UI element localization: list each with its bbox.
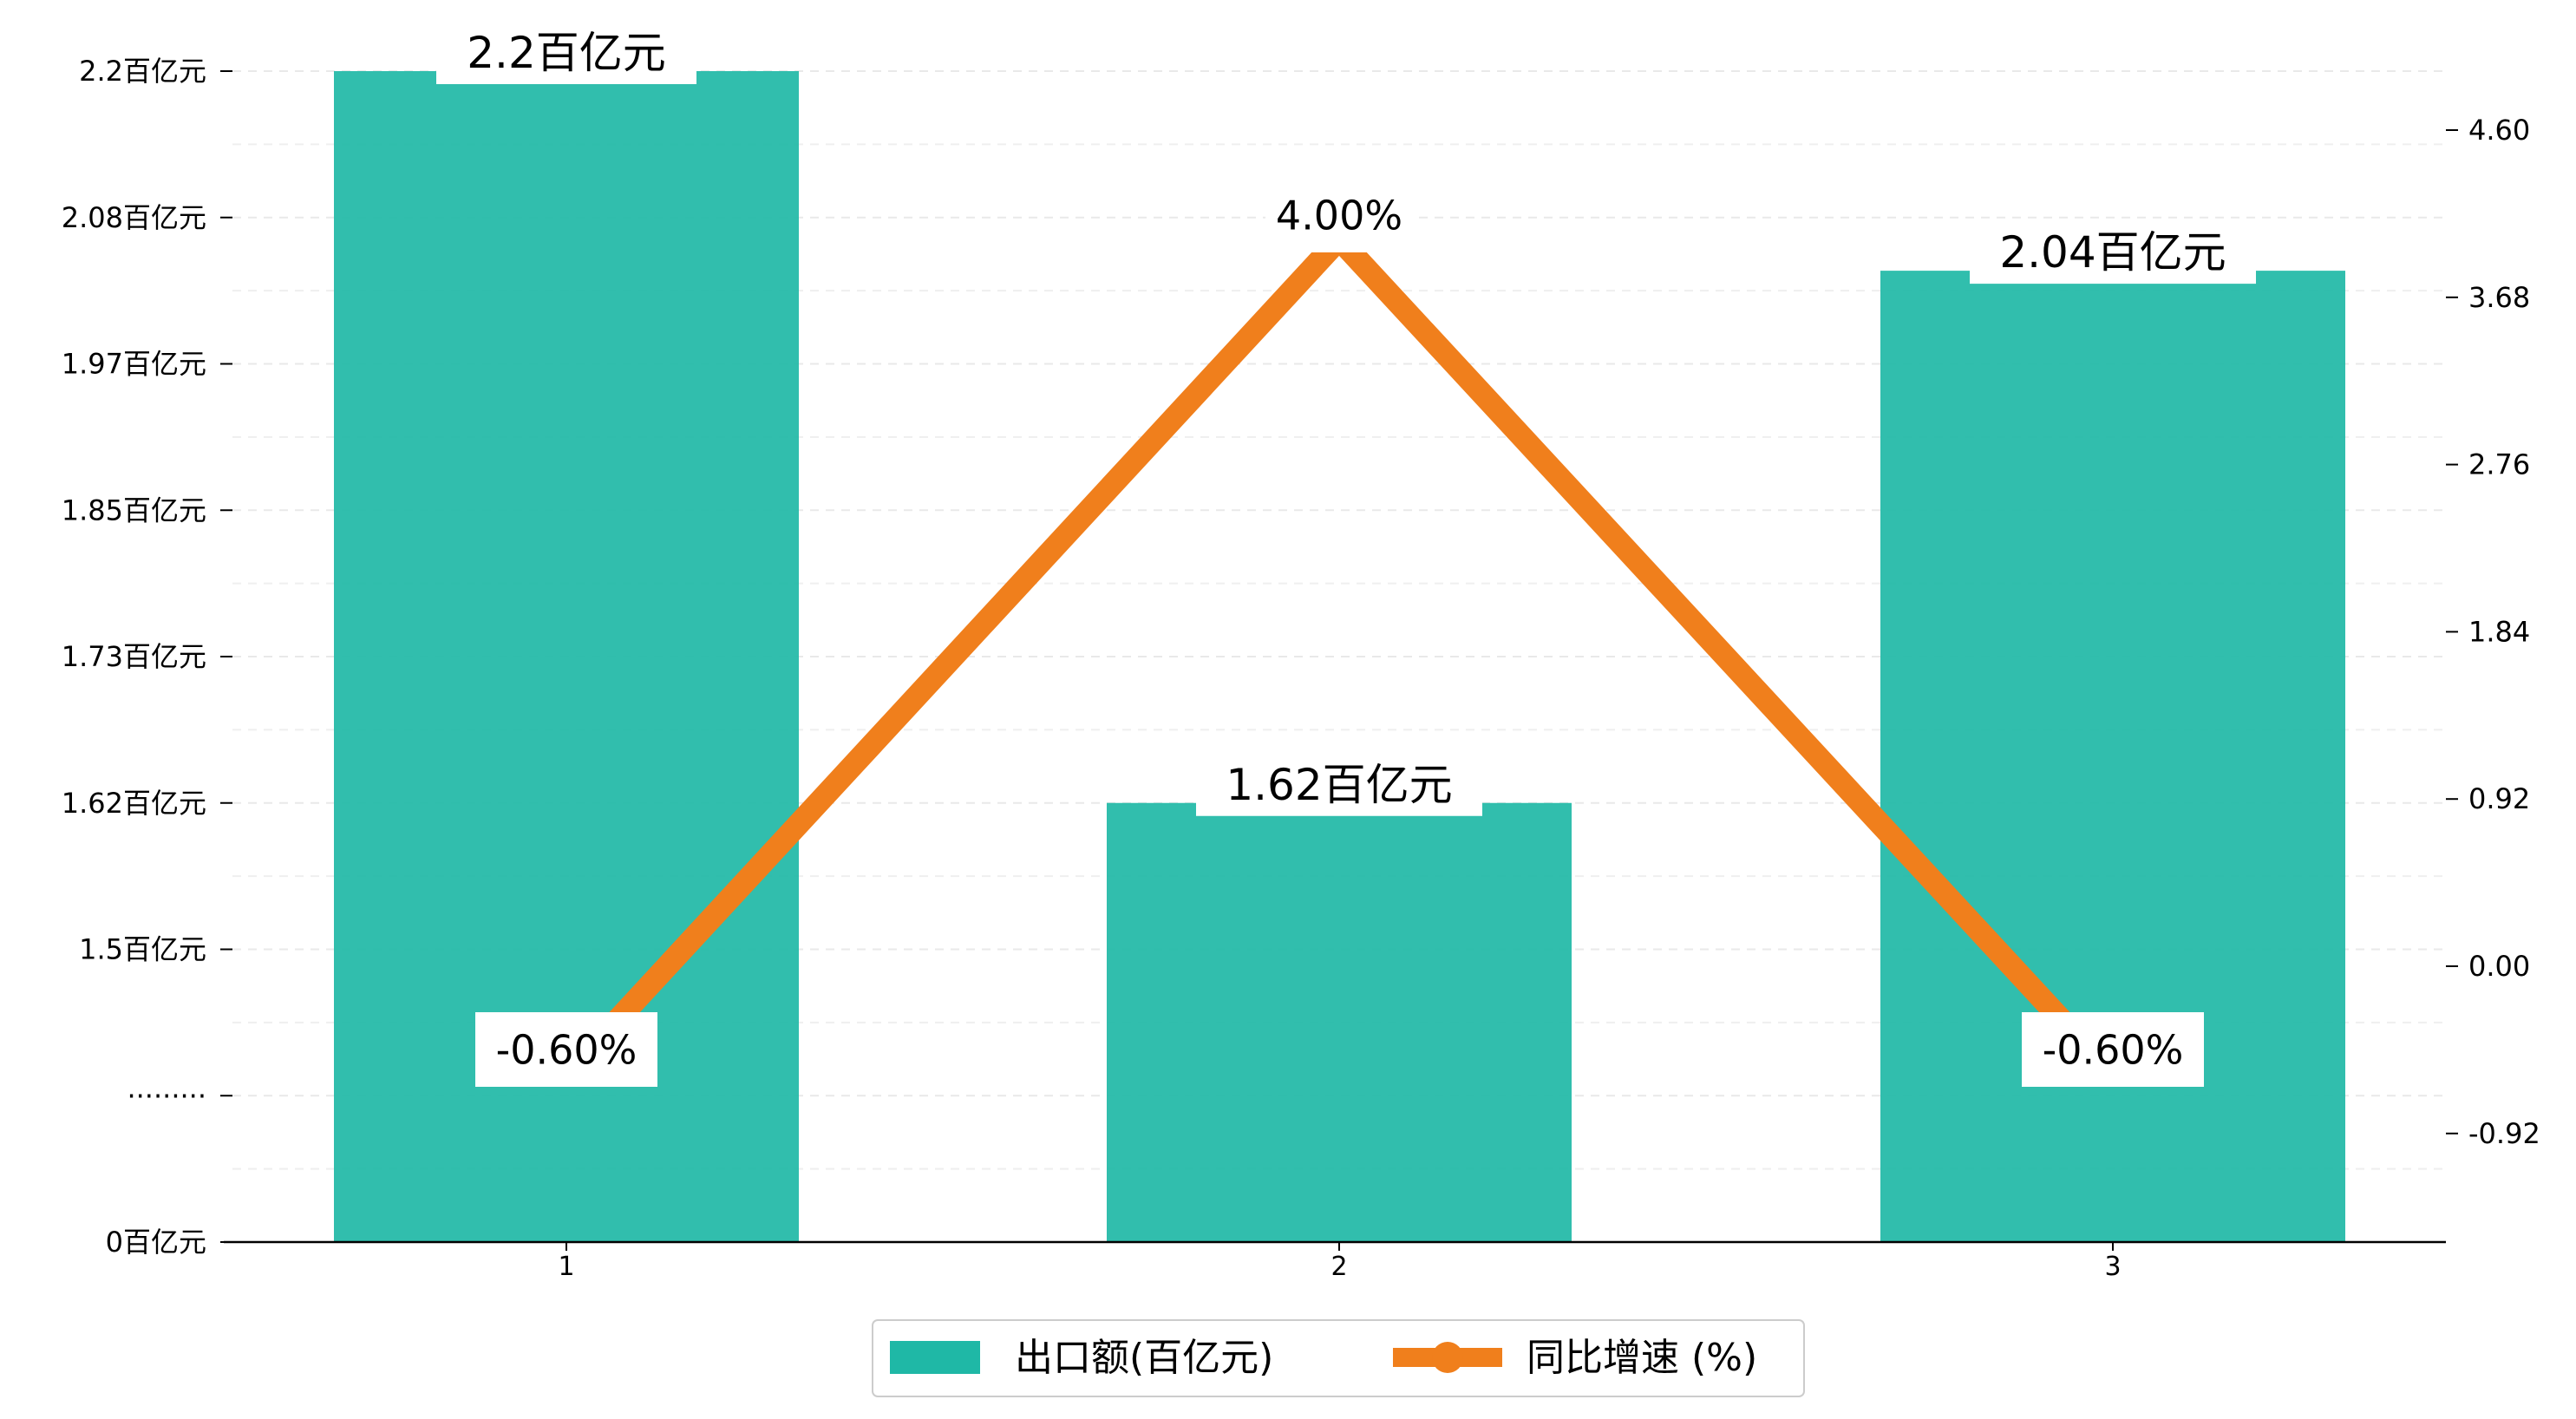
legend-bar-swatch: [890, 1341, 980, 1374]
bar-data-label-box: [436, 20, 696, 84]
line-data-label-box: [1265, 178, 1413, 252]
bar-data-label-box: [1970, 219, 2256, 284]
bar-3[interactable]: [1880, 271, 2345, 1242]
y-right-tick-label: 4.60: [2468, 114, 2530, 147]
y-left-tick-label: 1.73百亿元: [62, 640, 206, 673]
legend-box: [872, 1319, 1805, 1397]
line-data-label-box: [2022, 1012, 2204, 1087]
y-left-tick-label: 1.62百亿元: [62, 787, 206, 820]
x-tick-label: 2: [1330, 1252, 1347, 1282]
y-left-tick-label: ·········: [127, 1079, 206, 1112]
y-left-tick-label: 1.97百亿元: [62, 348, 206, 381]
line-data-label: -0.60%: [2043, 1027, 2184, 1074]
y-left-tick-label: 2.2百亿元: [79, 55, 206, 88]
y-right-tick-label: 0.92: [2468, 782, 2530, 815]
y-right-tick-label: 1.84: [2468, 615, 2530, 648]
y-right-tick-label: 3.68: [2468, 281, 2530, 314]
line-data-label: 4.00%: [1276, 193, 1402, 239]
bar-data-label: 2.04百亿元: [1999, 227, 2226, 278]
y-right-tick-label: 0.00: [2468, 950, 2530, 983]
x-tick-label: 3: [2104, 1252, 2121, 1282]
y-right-tick-label: -0.92: [2468, 1117, 2540, 1150]
bar-2[interactable]: [1107, 802, 1572, 1242]
legend-bar-label: 出口额(百亿元): [1015, 1336, 1273, 1380]
legend-line-label: 同比增速 (%): [1527, 1336, 1757, 1380]
y-left-tick-label: 2.08百亿元: [62, 201, 206, 234]
bar-data-label: 1.62百亿元: [1226, 760, 1452, 810]
line-data-label: -0.60%: [496, 1027, 637, 1074]
line-data-label-box: [475, 1012, 657, 1087]
legend-line-marker: [1432, 1342, 1463, 1373]
bar-data-label-box: [1196, 751, 1482, 816]
bar-data-label: 2.2百亿元: [467, 28, 666, 78]
y-left-tick-label: 1.5百亿元: [79, 933, 206, 966]
y-left-tick-label: 0百亿元: [106, 1226, 206, 1259]
x-tick-label: 1: [558, 1252, 574, 1282]
y-right-tick-label: 2.76: [2468, 448, 2530, 481]
y-left-tick-label: 1.85百亿元: [62, 494, 206, 526]
